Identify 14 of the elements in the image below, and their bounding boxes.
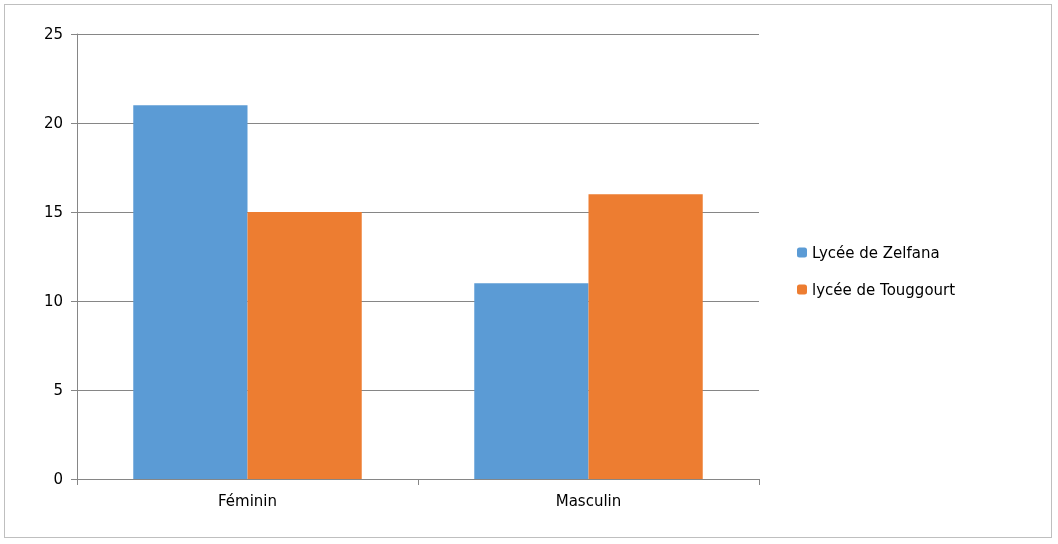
- x-tick-label: Masculin: [555, 491, 622, 510]
- x-tick-label: Féminin: [218, 491, 277, 510]
- y-tick-label: 0: [53, 470, 63, 488]
- legend-label: Lycée de Zelfana: [812, 243, 940, 262]
- bar: [588, 194, 703, 479]
- bar: [474, 283, 589, 479]
- y-tick-label: 15: [43, 203, 63, 221]
- y-tick-label: 5: [53, 381, 63, 399]
- bar: [133, 105, 248, 479]
- y-tick-label: 10: [43, 292, 63, 310]
- bar: [247, 212, 362, 479]
- y-tick-label: 25: [43, 25, 63, 43]
- legend-label: lycée de Touggourt: [812, 280, 956, 299]
- y-tick-label: 20: [43, 114, 63, 132]
